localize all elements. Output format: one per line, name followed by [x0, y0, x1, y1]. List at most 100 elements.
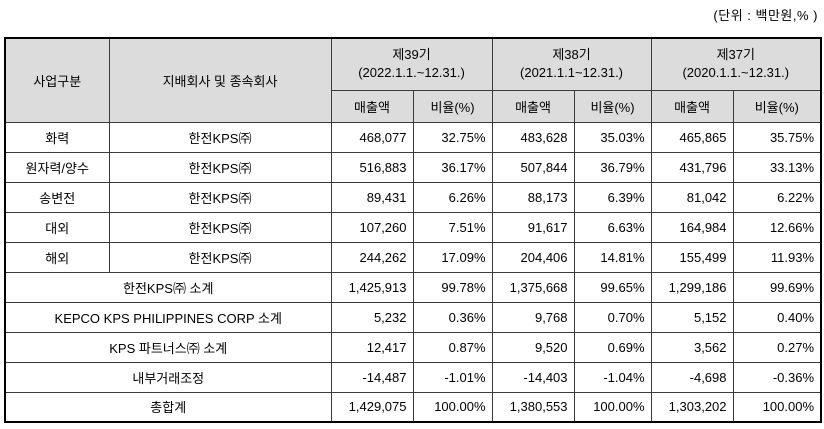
ratio-cell: 6.26% [412, 181, 493, 213]
ratio-cell: 6.39% [573, 181, 652, 213]
revenue-cell: 5,152 [650, 301, 734, 333]
company-cell: 한전KPS㈜ [108, 121, 332, 153]
header-revenue-37: 매출액 [650, 89, 734, 123]
ratio-cell: 6.63% [573, 211, 652, 243]
revenue-cell: 1,375,668 [491, 271, 575, 303]
revenue-cell: 107,260 [330, 211, 414, 243]
ratio-cell: 12.66% [732, 211, 822, 243]
header-period-38: 제38기 (2021.1.1~12.31.) [491, 37, 652, 91]
revenue-cell: 89,431 [330, 181, 414, 213]
revenue-cell: 5,232 [330, 301, 414, 333]
table-row-grand-total: 총합계 1,429,075 100.00% 1,380,553 100.00% … [4, 391, 822, 423]
table-row-kps-subtotal: 한전KPS㈜ 소계 1,425,913 99.78% 1,375,668 99.… [4, 271, 822, 303]
revenue-cell: 507,844 [491, 151, 575, 183]
ratio-cell: 11.93% [732, 241, 822, 273]
segment-revenue-table: 사업구분 지배회사 및 종속회사 제39기 (2022.1.1.~12.31.)… [4, 37, 823, 423]
ratio-cell: 99.69% [732, 271, 822, 303]
business-cell: 송변전 [4, 181, 110, 213]
table-row-partners-subtotal: KPS 파트너스㈜ 소계 12,417 0.87% 9,520 0.69% 3,… [4, 331, 822, 363]
header-row-measures: 매출액 비율(%) 매출액 비율(%) 매출액 비율(%) [5, 89, 822, 123]
revenue-cell: 164,984 [650, 211, 734, 243]
ratio-cell: 100.00% [732, 391, 822, 423]
header-ratio-38: 비율(%) [573, 89, 652, 123]
ratio-cell: 32.75% [412, 121, 493, 153]
revenue-cell: -14,403 [491, 361, 575, 393]
table-row-transmission: 송변전 한전KPS㈜ 89,431 6.26% 88,173 6.39% 81,… [4, 181, 822, 213]
company-cell: 한전KPS㈜ [108, 151, 332, 183]
revenue-cell: 88,173 [491, 181, 575, 213]
ratio-cell: 0.70% [573, 301, 652, 333]
period-37-name: 제37기 [716, 47, 755, 63]
table-row-nuclear: 원자력/양수 한전KPS㈜ 516,883 36.17% 507,844 36.… [4, 151, 822, 183]
ratio-cell: 35.03% [573, 121, 652, 153]
business-cell: 화력 [4, 121, 110, 153]
ratio-cell: -1.01% [412, 361, 493, 393]
table-body: 화력 한전KPS㈜ 468,077 32.75% 483,628 35.03% … [4, 121, 822, 423]
ratio-cell: -1.04% [573, 361, 652, 393]
business-cell: 원자력/양수 [4, 151, 110, 183]
company-cell: 한전KPS㈜ [108, 241, 332, 273]
ratio-cell: 33.13% [732, 151, 822, 183]
business-cell: 해외 [4, 241, 110, 273]
ratio-cell: 35.75% [732, 121, 822, 153]
summary-label-cell: 내부거래조정 [4, 361, 332, 393]
header-ratio-37: 비율(%) [732, 89, 822, 123]
unit-label: (단위 : 백만원,% ) [713, 8, 818, 23]
company-cell: 한전KPS㈜ [108, 181, 332, 213]
revenue-cell: 465,865 [650, 121, 734, 153]
header-company: 지배회사 및 종속회사 [108, 37, 332, 123]
table-header: 사업구분 지배회사 및 종속회사 제39기 (2022.1.1.~12.31.)… [4, 37, 822, 123]
summary-label-cell: 한전KPS㈜ 소계 [4, 271, 332, 303]
revenue-cell: -14,487 [330, 361, 414, 393]
business-cell: 대외 [4, 211, 110, 243]
ratio-cell: 99.65% [573, 271, 652, 303]
revenue-cell: 468,077 [330, 121, 414, 153]
ratio-cell: 17.09% [412, 241, 493, 273]
ratio-cell: 100.00% [412, 391, 493, 423]
revenue-cell: 3,562 [650, 331, 734, 363]
table-row-overseas: 해외 한전KPS㈜ 244,262 17.09% 204,406 14.81% … [4, 241, 822, 273]
period-38-name: 제38기 [552, 47, 591, 63]
revenue-cell: 483,628 [491, 121, 575, 153]
revenue-cell: 9,520 [491, 331, 575, 363]
ratio-cell: 6.22% [732, 181, 822, 213]
header-revenue-39: 매출액 [330, 89, 414, 123]
period-38-range: (2021.1.1~12.31.) [520, 65, 624, 81]
table-row-thermal: 화력 한전KPS㈜ 468,077 32.75% 483,628 35.03% … [4, 121, 822, 153]
ratio-cell: 100.00% [573, 391, 652, 423]
ratio-cell: 0.40% [732, 301, 822, 333]
revenue-cell: 244,262 [330, 241, 414, 273]
table-row-internal-adjustment: 내부거래조정 -14,487 -1.01% -14,403 -1.04% -4,… [4, 361, 822, 393]
ratio-cell: 0.87% [412, 331, 493, 363]
table-row-external: 대외 한전KPS㈜ 107,260 7.51% 91,617 6.63% 164… [4, 211, 822, 243]
ratio-cell: 0.36% [412, 301, 493, 333]
header-ratio-39: 비율(%) [412, 89, 493, 123]
revenue-cell: 1,425,913 [330, 271, 414, 303]
header-period-39: 제39기 (2022.1.1.~12.31.) [330, 37, 493, 91]
revenue-cell: 155,499 [650, 241, 734, 273]
revenue-cell: 81,042 [650, 181, 734, 213]
ratio-cell: 99.78% [412, 271, 493, 303]
revenue-cell: 431,796 [650, 151, 734, 183]
table-row-philippines-subtotal: KEPCO KPS PHILIPPINES CORP 소계 5,232 0.36… [4, 301, 822, 333]
header-business: 사업구분 [4, 37, 110, 123]
summary-label-cell: 총합계 [4, 391, 332, 423]
revenue-cell: 1,299,186 [650, 271, 734, 303]
ratio-cell: 0.27% [732, 331, 822, 363]
revenue-cell: -4,698 [650, 361, 734, 393]
ratio-cell: 7.51% [412, 211, 493, 243]
revenue-cell: 1,429,075 [330, 391, 414, 423]
ratio-cell: 36.79% [573, 151, 652, 183]
revenue-cell: 204,406 [491, 241, 575, 273]
ratio-cell: 0.69% [573, 331, 652, 363]
revenue-cell: 1,380,553 [491, 391, 575, 423]
period-39-range: (2022.1.1.~12.31.) [358, 65, 465, 81]
ratio-cell: 14.81% [573, 241, 652, 273]
revenue-cell: 9,768 [491, 301, 575, 333]
revenue-cell: 12,417 [330, 331, 414, 363]
header-revenue-38: 매출액 [491, 89, 575, 123]
revenue-cell: 1,303,202 [650, 391, 734, 423]
header-period-37: 제37기 (2020.1.1.~12.31.) [650, 37, 822, 91]
summary-label-cell: KPS 파트너스㈜ 소계 [4, 331, 332, 363]
